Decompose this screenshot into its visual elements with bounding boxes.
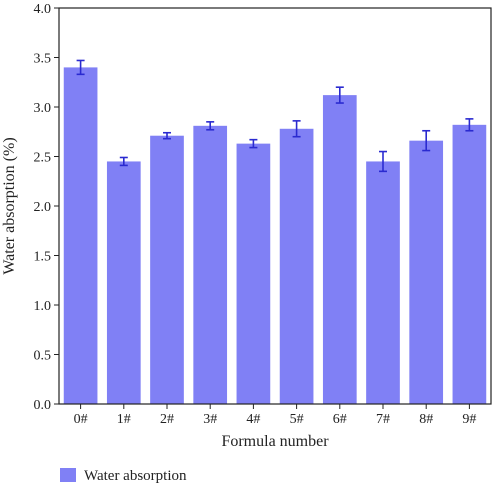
bar [322, 95, 357, 405]
y-tick-label: 3.0 [34, 101, 52, 116]
y-axis-title: Water absorption (%) [1, 137, 18, 274]
y-tick-label: 2.5 [34, 151, 52, 166]
x-tick-label: 9# [462, 412, 476, 427]
bar [452, 124, 487, 404]
bar [193, 125, 228, 404]
y-tick-label: 1.0 [34, 299, 52, 314]
bar [366, 161, 400, 404]
bars-layer [63, 67, 487, 405]
y-tick-label: 4.0 [34, 2, 52, 17]
y-tick-label: 0.0 [34, 398, 52, 413]
y-tick-label: 0.5 [34, 349, 52, 364]
y-tick-label: 3.5 [34, 52, 52, 67]
error-bars-layer [76, 59, 474, 173]
bar [63, 67, 98, 405]
y-axis: 0.0 0.5 1.0 1.5 2.0 2.5 3.0 3.5 4.0 [34, 2, 59, 413]
x-tick-label: 6# [333, 412, 347, 427]
bar [409, 140, 444, 404]
legend-label: Water absorption [84, 468, 187, 484]
legend: Water absorption [60, 468, 187, 484]
x-tick-label: 0# [74, 412, 88, 427]
x-tick-label: 3# [203, 412, 217, 427]
x-axis: 0# 1# 2# 3# 4# 5# 6# 7# 8# 9# [74, 404, 476, 427]
bar [236, 143, 271, 404]
bar [106, 161, 141, 404]
bar [150, 135, 184, 404]
x-tick-label: 1# [117, 412, 131, 427]
x-tick-label: 2# [160, 412, 174, 427]
x-tick-label: 5# [290, 412, 304, 427]
y-tick-label: 1.5 [34, 250, 52, 265]
legend-swatch [60, 468, 76, 482]
x-tick-label: 7# [376, 412, 390, 427]
bar [279, 128, 314, 404]
x-axis-title: Formula number [221, 433, 329, 450]
x-tick-label: 4# [246, 412, 260, 427]
y-tick-label: 2.0 [34, 200, 52, 215]
x-tick-label: 8# [419, 412, 433, 427]
